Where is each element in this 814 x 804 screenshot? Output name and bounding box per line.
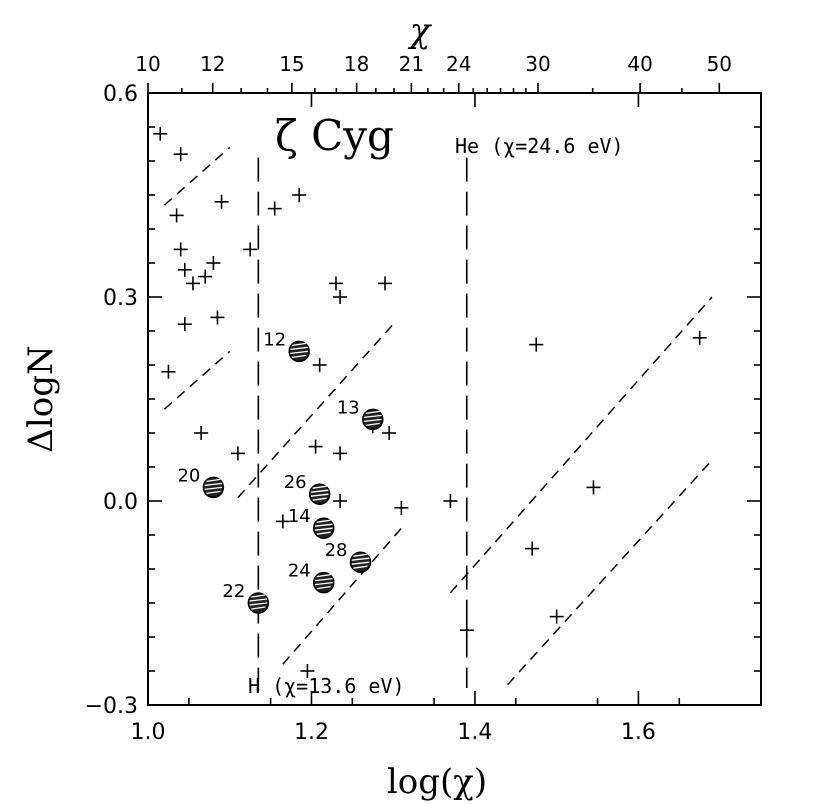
plus-point bbox=[459, 623, 474, 638]
plus-point bbox=[185, 276, 200, 291]
plus-point bbox=[153, 126, 168, 141]
x-tick-label: 1.6 bbox=[621, 720, 656, 745]
plus-point bbox=[177, 262, 192, 277]
plus-point bbox=[161, 364, 176, 379]
plus-point bbox=[300, 664, 315, 678]
plus-point bbox=[173, 147, 188, 162]
y-tick-label: −0.3 bbox=[85, 694, 138, 719]
circle-point: 13 bbox=[337, 397, 384, 431]
plus-point bbox=[333, 494, 348, 508]
top-axis-title: χ bbox=[408, 11, 433, 51]
plus-point bbox=[443, 494, 458, 508]
plus-point bbox=[230, 446, 245, 461]
plus-point bbox=[292, 188, 307, 202]
circle-point: 26 bbox=[284, 472, 331, 505]
axes: 1.0 1.2 1.4 1.6 −0.3 0.0 0.3 0.6 10 12 15 18 21 24 30 4… bbox=[85, 52, 762, 745]
point-label: 24 bbox=[288, 561, 311, 582]
y-tick-label: 0.3 bbox=[103, 286, 138, 311]
y-axis-title: ΔlogN bbox=[21, 345, 61, 452]
plus-point bbox=[333, 290, 348, 304]
chi-tick-label: 15 bbox=[279, 52, 304, 76]
circle-point: 20 bbox=[177, 465, 225, 499]
plus-point bbox=[312, 358, 327, 372]
band-line bbox=[163, 350, 231, 410]
chi-tick-label: 10 bbox=[135, 52, 160, 76]
chi-tick-label: 30 bbox=[525, 52, 550, 76]
circle-point: 28 bbox=[325, 540, 372, 573]
plus-point bbox=[267, 201, 282, 216]
point-label: 20 bbox=[177, 465, 200, 486]
plus-point bbox=[275, 514, 290, 529]
band-line bbox=[163, 146, 231, 206]
plus-point bbox=[692, 330, 707, 345]
y-tick-label: 0.6 bbox=[103, 82, 138, 107]
point-label: 28 bbox=[325, 540, 348, 561]
plot-frame bbox=[147, 92, 762, 706]
point-label: 13 bbox=[337, 397, 360, 418]
plus-point bbox=[169, 208, 184, 223]
plus-point bbox=[214, 194, 229, 209]
data-points: 12 13 20 26 14 28 24 22 bbox=[153, 126, 707, 678]
chi-tick-label: 40 bbox=[627, 52, 652, 76]
circle-point: 14 bbox=[288, 506, 335, 539]
plus-point bbox=[333, 446, 348, 461]
plus-point bbox=[378, 276, 393, 291]
plus-point bbox=[586, 480, 601, 495]
ionization-lines bbox=[257, 157, 468, 695]
plus-point bbox=[328, 276, 343, 291]
plus-point bbox=[394, 500, 409, 515]
h-line-label: H (χ=13.6 eV) bbox=[248, 674, 405, 698]
plus-point bbox=[210, 310, 225, 325]
chart-title: ζ Cyg bbox=[275, 111, 394, 160]
plus-point bbox=[525, 541, 540, 556]
plus-point bbox=[308, 439, 323, 454]
plus-point bbox=[549, 609, 564, 624]
chi-tick-label: 21 bbox=[399, 52, 424, 76]
band-line bbox=[507, 459, 713, 686]
x-axis-title: log(χ) bbox=[387, 762, 487, 802]
x-tick-label: 1.0 bbox=[131, 720, 166, 745]
dashed-bands bbox=[163, 146, 713, 686]
y-tick-label: 0.0 bbox=[103, 490, 138, 515]
chi-tick-label: 18 bbox=[344, 52, 369, 76]
plus-point bbox=[206, 256, 221, 270]
point-label: 26 bbox=[284, 472, 307, 493]
x-tick-label: 1.4 bbox=[457, 720, 492, 745]
chi-tick-label: 24 bbox=[446, 52, 471, 76]
plus-point bbox=[194, 426, 209, 440]
x-tick-label: 1.2 bbox=[294, 720, 329, 745]
point-label: 12 bbox=[263, 329, 286, 350]
band-line bbox=[449, 296, 713, 594]
plus-point bbox=[529, 337, 544, 352]
circle-point: 22 bbox=[222, 581, 270, 614]
chi-tick-label: 50 bbox=[707, 52, 732, 76]
point-label: 22 bbox=[222, 581, 245, 602]
he-line-label: He (χ=24.6 eV) bbox=[455, 134, 624, 158]
band-line bbox=[282, 527, 402, 665]
band-line bbox=[237, 323, 394, 499]
plus-point bbox=[177, 317, 192, 332]
plus-point bbox=[173, 242, 188, 257]
point-label: 14 bbox=[288, 506, 311, 527]
chi-tick-label: 12 bbox=[200, 52, 225, 76]
circle-point: 12 bbox=[263, 329, 310, 363]
plus-point bbox=[243, 242, 258, 257]
plus-point bbox=[382, 426, 397, 440]
circle-point: 24 bbox=[288, 561, 335, 594]
plus-point bbox=[198, 269, 213, 284]
